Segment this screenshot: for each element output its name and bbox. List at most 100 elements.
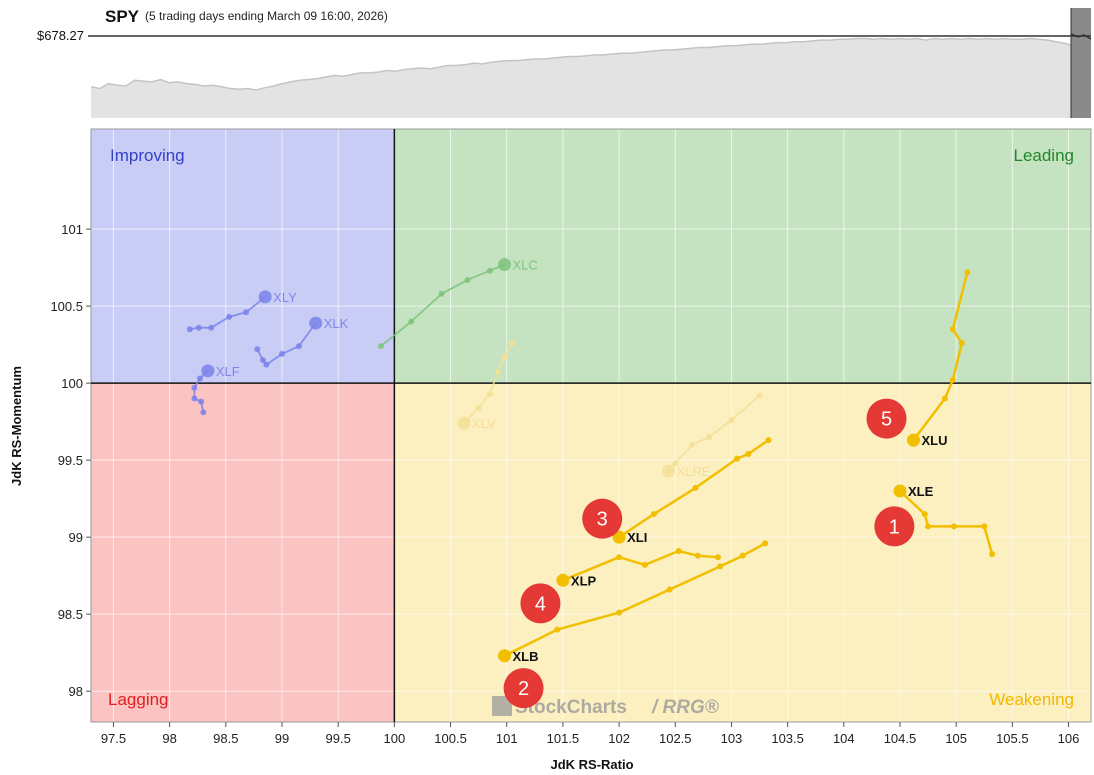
x-tick-label: 105: [945, 731, 967, 746]
quadrant-improving: [91, 129, 395, 384]
trail-xlc: XLC: [377, 258, 538, 350]
label-leading: Leading: [1013, 146, 1074, 165]
trail-point: [208, 324, 215, 331]
trail-line: [562, 549, 719, 582]
trail-point: [408, 318, 415, 325]
trail-xlre: XLRE: [662, 392, 763, 479]
trail-point: [739, 552, 746, 559]
watermark-brand: StockCharts: [515, 697, 627, 718]
marker-circle: [520, 583, 561, 624]
trail-line: [912, 271, 969, 441]
trail-point: [989, 551, 996, 558]
trail-head-point: [201, 364, 215, 378]
trail-point: [765, 437, 772, 444]
x-tick-label: 99.5: [326, 731, 351, 746]
y-tick-label: 100.5: [50, 299, 83, 314]
x-tick-label: 98: [162, 731, 176, 746]
trail-point: [243, 309, 250, 316]
trail-point: [377, 343, 384, 350]
label-weakening: Weakening: [989, 690, 1074, 709]
x-tick-label: 104: [833, 731, 855, 746]
trail-point: [949, 326, 956, 333]
spy-header: SPY (5 trading days ending March 09 16:0…: [37, 0, 1092, 118]
marker-number: 1: [889, 516, 900, 538]
x-tick-label: 101.5: [547, 731, 580, 746]
marker-1: 1: [874, 506, 915, 547]
marker-number: 2: [518, 678, 529, 700]
trail-point: [464, 276, 471, 283]
stockcharts-logo-icon: [492, 696, 512, 716]
trail-point: [501, 353, 508, 360]
marker-number: 3: [597, 509, 608, 531]
y-tick-label: 99.5: [58, 453, 83, 468]
trail-point: [756, 392, 763, 399]
trail-point: [259, 357, 266, 364]
marker-number: 4: [535, 593, 546, 615]
trail-point: [486, 390, 493, 397]
trail-head-point: [906, 433, 920, 447]
y-tick-label: 101: [61, 222, 83, 237]
x-axis-ticks: 97.5 98 98.5 99 99.5 100 100.5 101 101.5 102 102.5…: [101, 722, 1079, 746]
y-tick-label: 98.5: [58, 607, 83, 622]
y-tick-label: 100: [61, 376, 83, 391]
trail-point: [950, 523, 957, 530]
trail-label: XLI: [627, 530, 647, 545]
spy-subtitle: (5 trading days ending March 09 16:00, 2…: [145, 9, 388, 23]
trail-point: [958, 340, 965, 347]
trail-xlv: XLV: [457, 340, 516, 431]
quadrant-labels: Improving Leading Lagging Weakening: [108, 146, 1074, 709]
trail-head-point: [309, 316, 323, 330]
trail-label: XLP: [571, 573, 597, 588]
trail-point: [200, 409, 207, 416]
trail-point: [486, 267, 493, 274]
trail-point: [925, 523, 932, 530]
trail-point: [616, 609, 623, 616]
marker-3: 3: [582, 498, 623, 539]
marker-5: 5: [866, 398, 907, 439]
x-tick-label: 102: [608, 731, 630, 746]
trail-label: XLY: [273, 290, 297, 305]
trail-point: [941, 395, 948, 402]
sector-trails: XLC XLY XLK XLF XLV XLRE XLU XLE XLI XLP XLB: [186, 258, 996, 664]
label-improving: Improving: [110, 146, 185, 165]
y-axis-ticks: 98 98.5 99 99.5 100 100.5 101: [50, 222, 91, 699]
trail-head-point: [258, 290, 272, 304]
trail-label: XLC: [512, 258, 537, 273]
spy-area-fill: [91, 38, 1091, 118]
marker-4: 4: [520, 583, 561, 624]
trail-point: [554, 626, 561, 633]
watermark-product: / RRG®: [651, 697, 719, 718]
center-axes: [91, 129, 1091, 722]
trail-xlp: XLP: [556, 548, 721, 588]
trail-point: [616, 554, 623, 561]
trail-point: [692, 484, 699, 491]
x-tick-label: 103.5: [771, 731, 804, 746]
annotation-markers: 1 2 3 4 5: [503, 398, 915, 709]
y-axis-title: JdK RS-Momentum: [9, 366, 24, 486]
trail-label: XLK: [324, 316, 349, 331]
marker-circle: [874, 506, 915, 547]
trail-xlb: XLB: [497, 540, 769, 664]
spy-symbol: SPY: [105, 7, 140, 26]
trail-point: [226, 313, 233, 320]
trail-label: XLB: [512, 649, 538, 664]
trail-point: [689, 441, 696, 448]
quadrant-leading: [394, 129, 1091, 384]
y-tick-label: 98: [69, 684, 83, 699]
plot-border: [90, 128, 1092, 723]
marker-number: 5: [881, 409, 892, 431]
trail-point: [186, 326, 193, 333]
x-tick-label: 105.5: [996, 731, 1029, 746]
trail-point: [509, 340, 516, 347]
trail-point: [641, 561, 648, 568]
spy-current-window: [1071, 8, 1091, 118]
trail-label: XLV: [472, 416, 496, 431]
marker-2: 2: [503, 668, 544, 709]
trail-point: [694, 552, 701, 559]
trail-head-point: [497, 649, 511, 663]
trail-head-point: [612, 530, 626, 544]
marker-circle: [582, 498, 623, 539]
trail-point: [734, 455, 741, 462]
trail-point: [717, 563, 724, 570]
